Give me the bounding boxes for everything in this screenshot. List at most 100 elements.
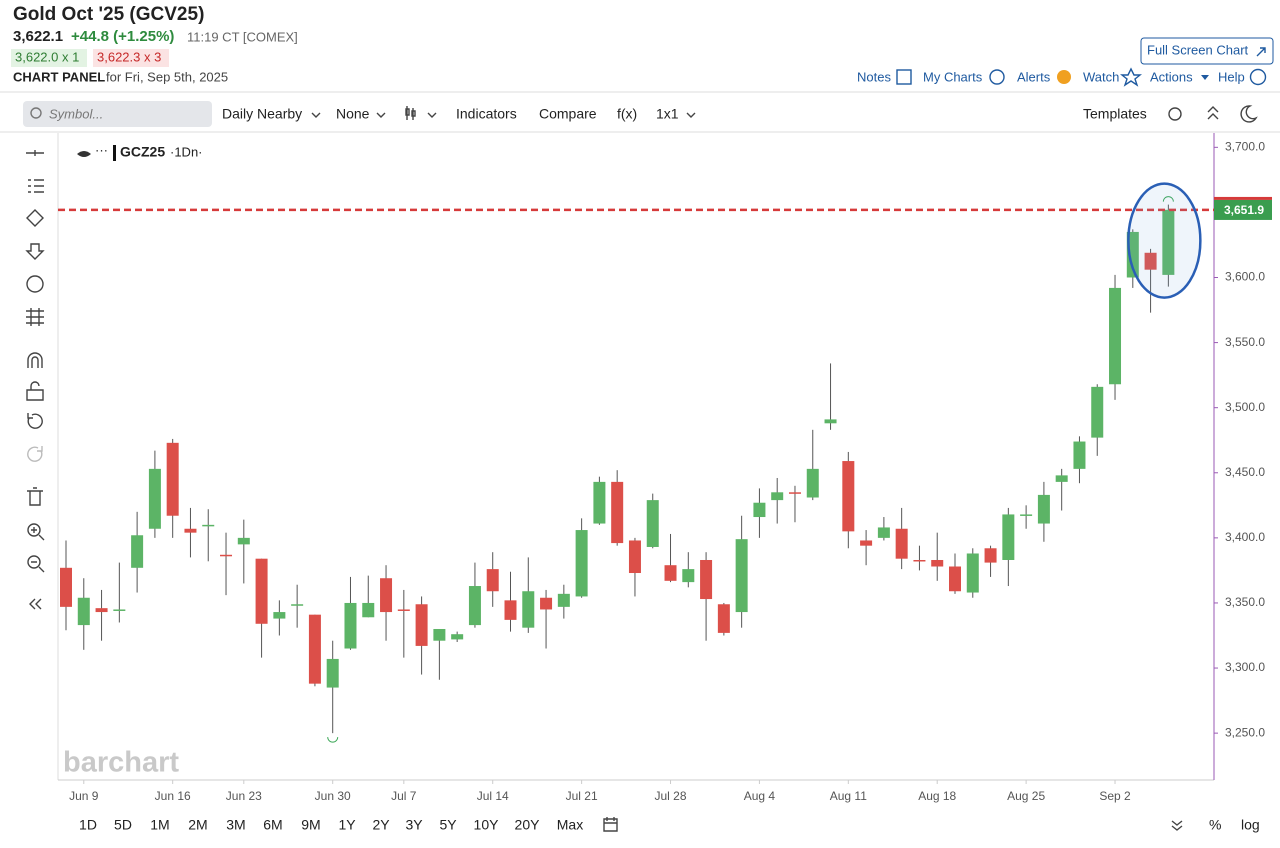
chart-type-icon[interactable] [405, 106, 416, 120]
period-button[interactable]: 1D [79, 817, 97, 833]
tool-magnet[interactable] [27, 352, 43, 368]
candle-body [771, 492, 784, 501]
tool-count[interactable] [26, 275, 44, 293]
period-button[interactable]: 20Y [515, 817, 541, 833]
period-button[interactable]: 2Y [372, 817, 390, 833]
period-button[interactable]: 1M [150, 817, 169, 833]
candle-body [148, 468, 161, 529]
toolbar-item[interactable]: Indicators [456, 106, 517, 122]
chevron [427, 112, 437, 118]
candle-body [931, 559, 944, 567]
collapse-icon[interactable] [1207, 106, 1219, 120]
candle-body [700, 559, 713, 600]
candle-body [380, 578, 393, 613]
tool-arrow[interactable] [25, 243, 45, 260]
toolbar-item[interactable]: None [336, 106, 370, 122]
period-button[interactable]: 3M [226, 817, 245, 833]
x-tick-label: Jul 7 [391, 789, 417, 803]
tool-zoom-in-sign [31, 527, 45, 541]
candle-body [202, 524, 215, 527]
quote-time: 11:19 CT [COMEX] [187, 29, 298, 44]
y-tick-label: 3,450.0 [1225, 465, 1265, 479]
menu-alerts[interactable]: Alerts [1017, 69, 1051, 84]
candle-body [557, 593, 570, 607]
panel-label: CHART PANEL [13, 69, 105, 84]
x-tick-label: Jun 9 [69, 789, 99, 803]
toolbar-item[interactable]: Compare [539, 106, 597, 122]
candle-body [1126, 231, 1139, 278]
menu-actions[interactable]: Actions [1150, 69, 1193, 84]
candle-body [184, 528, 197, 533]
candle-body [220, 554, 233, 557]
period-button[interactable]: 5D [114, 817, 132, 833]
tool-collapse[interactable] [29, 598, 42, 610]
fullscreen-icon [1256, 47, 1266, 57]
candle-body [966, 553, 979, 593]
tool-shape[interactable] [26, 209, 44, 227]
templates[interactable]: Templates [1083, 106, 1147, 122]
y-tick-label: 3,500.0 [1225, 400, 1265, 414]
x-tick-label: Jul 21 [566, 789, 598, 803]
tool-zoom-out[interactable] [27, 555, 41, 569]
candle-body [984, 548, 997, 563]
visibility-icon[interactable] [77, 151, 91, 157]
menu-watch[interactable]: Watch [1083, 69, 1119, 84]
candle-body [326, 658, 339, 688]
settings-icon[interactable] [1168, 107, 1182, 121]
period-button[interactable]: 9M [301, 817, 320, 833]
series-menu[interactable]: ··· [95, 142, 108, 157]
alerts-icon [1057, 70, 1071, 84]
candle-body [308, 614, 321, 684]
x-tick-label: Aug 25 [1007, 789, 1045, 803]
tool-line[interactable] [26, 150, 44, 156]
candle-body [717, 604, 730, 633]
candle-body [291, 604, 304, 606]
toolbar-item[interactable]: f(x) [617, 106, 637, 122]
menu-charts[interactable]: My Charts [923, 69, 983, 84]
calendar-icon[interactable] [603, 817, 618, 832]
tool-measure[interactable] [26, 308, 44, 326]
chevron [376, 112, 386, 118]
fullscreen-button[interactable] [1140, 37, 1274, 65]
y-tick-label: 3,350.0 [1225, 595, 1265, 609]
symbol-marker [113, 145, 116, 161]
period-button[interactable]: 10Y [474, 817, 500, 833]
toolbar-item[interactable]: Daily Nearby [222, 106, 302, 122]
symbol-search[interactable] [23, 101, 212, 127]
actions-caret [1201, 75, 1209, 80]
candle-body [611, 481, 624, 544]
period-button[interactable]: 6M [263, 817, 282, 833]
period-button[interactable]: Max [557, 817, 583, 833]
period-button[interactable]: 3Y [405, 817, 423, 833]
percent-button[interactable]: % [1209, 817, 1221, 833]
x-tick-label: Jun 30 [315, 789, 351, 803]
x-tick-label: Aug 11 [830, 789, 867, 803]
theme-icon[interactable] [1240, 105, 1258, 123]
log-button[interactable]: log [1241, 817, 1260, 833]
candle-body [113, 609, 126, 611]
fullscreen-label[interactable]: Full Screen Chart [1147, 42, 1249, 57]
period-button[interactable]: 5Y [439, 817, 457, 833]
tool-zoom-in[interactable] [27, 523, 41, 537]
menu-notes[interactable]: Notes [857, 69, 891, 84]
period-button[interactable]: 2M [188, 817, 207, 833]
search-icon [30, 107, 42, 119]
tool-fib[interactable] [28, 179, 44, 193]
expand-icon[interactable] [1171, 820, 1183, 831]
tool-delete[interactable] [27, 487, 43, 506]
tool-lock[interactable] [26, 381, 44, 401]
candle-body [486, 569, 499, 592]
watermark: barchart [63, 747, 179, 779]
period-button[interactable]: 1Y [338, 817, 356, 833]
candle-body [1073, 441, 1086, 469]
tool-undo[interactable] [27, 413, 43, 429]
chevron [311, 112, 321, 118]
menu-help[interactable]: Help [1218, 69, 1245, 84]
symbol-placeholder: Symbol... [49, 106, 103, 121]
y-tick-label: 3,400.0 [1225, 530, 1265, 544]
toolbar-item[interactable]: 1x1 [656, 106, 679, 122]
tool-redo[interactable] [27, 446, 43, 462]
candle-body [824, 419, 837, 424]
candle-body [806, 468, 819, 498]
